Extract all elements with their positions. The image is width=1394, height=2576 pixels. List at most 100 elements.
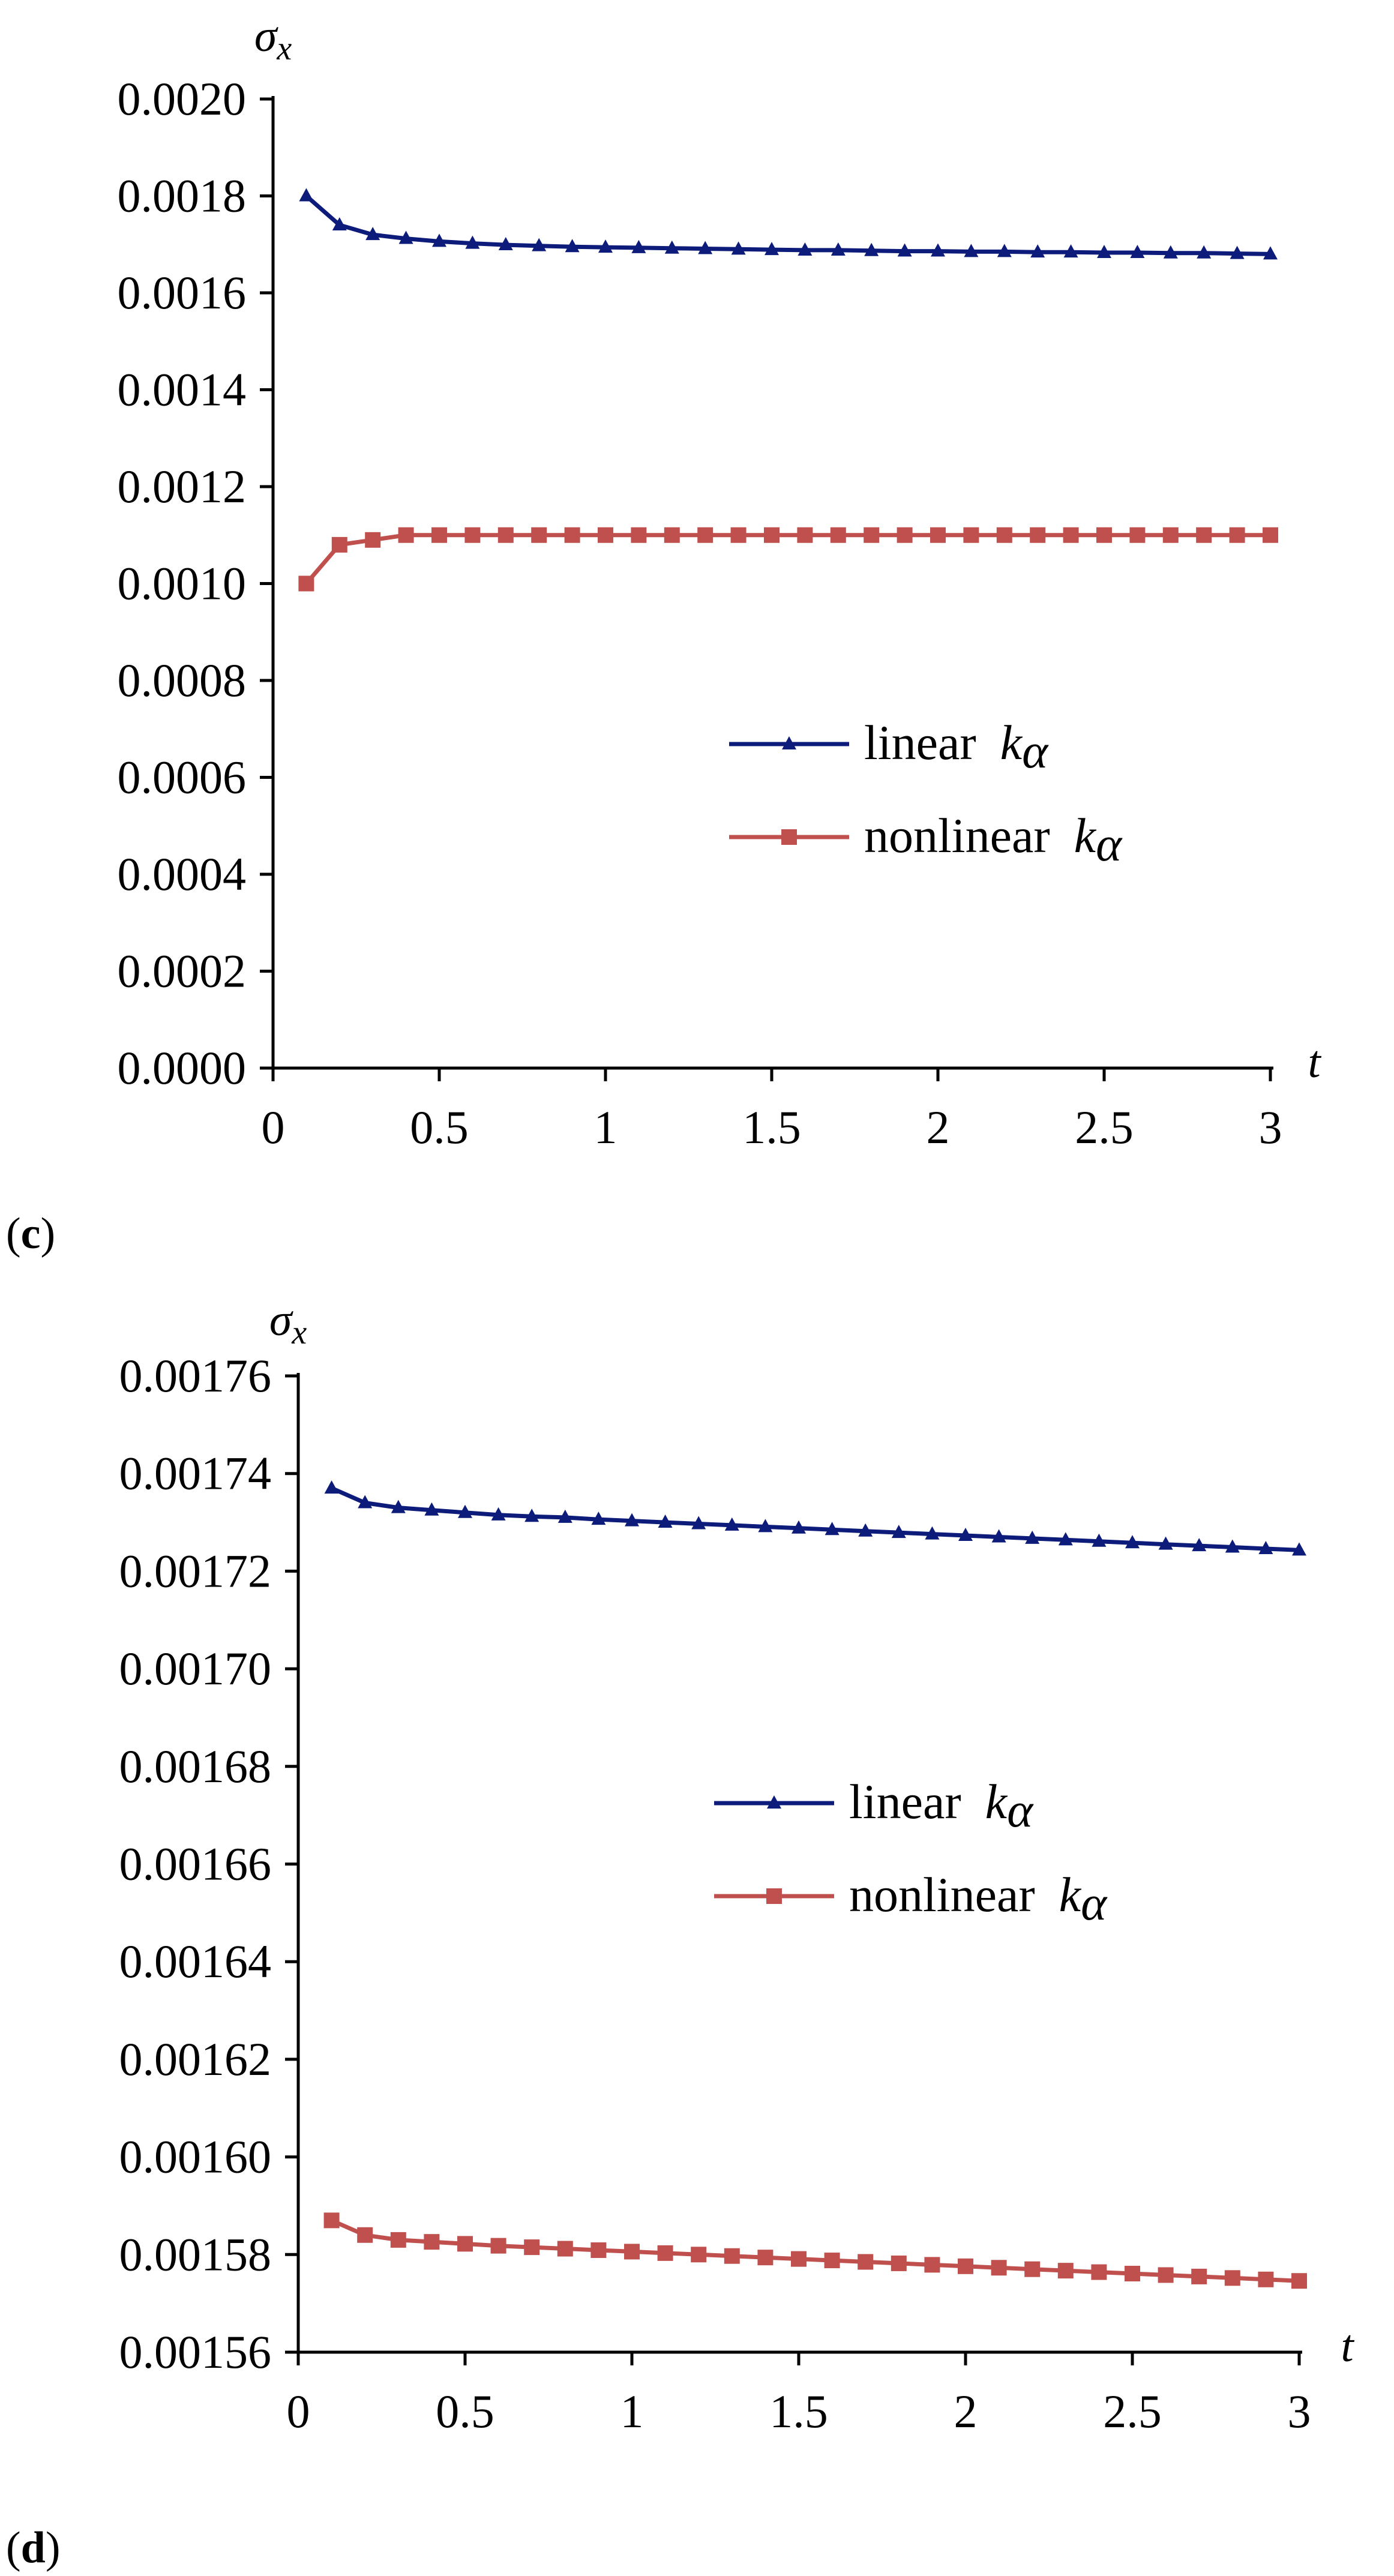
x-tick-label: 0.5 [436,2385,494,2437]
data-point-linear [591,1512,606,1525]
data-point-nonlinear [1158,2267,1174,2283]
data-point-linear [498,237,513,251]
data-point-linear [1225,1539,1240,1553]
y-tick-label: 0.0014 [118,364,247,416]
data-point-linear [424,1502,439,1516]
data-point-nonlinear [697,527,714,543]
x-tick-label: 3 [1288,2385,1311,2437]
data-point-nonlinear [996,527,1012,543]
data-point-nonlinear [1096,527,1112,543]
data-point-linear [524,1509,539,1522]
x-tick-label: 2 [927,1101,950,1153]
data-point-nonlinear [830,527,846,543]
data-point-linear [897,243,912,257]
data-point-nonlinear [724,2248,740,2264]
data-point-nonlinear [1030,527,1046,543]
y-axis-label-subscript: x [291,1314,307,1351]
data-point-linear [798,242,813,256]
x-tick-label: 2.5 [1075,1101,1134,1153]
data-point-linear [858,1523,873,1537]
y-axis-label-symbol: σ [254,11,278,61]
y-tick-label: 0.0018 [118,170,247,222]
data-point-linear [1092,1533,1107,1547]
x-tick-label: 1.5 [769,2385,828,2437]
data-point-linear [1025,1530,1040,1544]
data-point-nonlinear [691,2247,707,2263]
data-point-linear [1230,245,1245,259]
data-point-nonlinear [858,2254,874,2270]
data-point-nonlinear [464,527,481,543]
x-tick-label: 1 [594,1101,617,1153]
y-axis-label-symbol: σ [269,1295,293,1345]
data-point-nonlinear [930,527,946,543]
data-point-linear [324,1480,339,1494]
data-point-nonlinear [764,527,780,543]
data-point-linear [332,217,347,230]
data-point-nonlinear [1258,2271,1274,2287]
data-point-nonlinear [624,2244,640,2260]
series-line-linear [305,194,1271,256]
y-tick-label: 0.0006 [118,751,247,803]
data-point-nonlinear [1162,527,1179,543]
legend-label-subscript: α [1081,1876,1108,1930]
legend-label-subscript: α [1096,817,1123,871]
data-point-nonlinear [298,575,314,592]
data-point-linear [1158,1536,1173,1550]
data-point-linear [631,239,646,253]
data-point-nonlinear [365,532,381,548]
data-point-linear [997,244,1012,257]
y-tick-label: 0.00160 [119,2131,272,2183]
data-point-linear [964,244,979,257]
y-tick-label: 0.00166 [119,1838,272,1890]
data-point-nonlinear [1063,527,1079,543]
x-tick-label: 0.5 [410,1101,469,1153]
data-point-nonlinear [791,2251,807,2267]
legend-label: nonlinear kα [849,1867,1108,1930]
x-tick-label: 2.5 [1103,2385,1162,2437]
data-point-nonlinear [864,527,880,543]
legend-label: nonlinear kα [864,808,1123,871]
legend-label-symbol: k [1000,715,1023,770]
x-tick-label: 2 [954,2385,978,2437]
data-point-nonlinear [390,2232,406,2248]
data-point-linear [1263,246,1278,260]
data-point-linear [458,1504,472,1518]
data-point-linear [958,1528,973,1542]
legend-marker-triangle [782,736,796,749]
data-point-linear [299,188,314,202]
y-axis-label: σx [254,11,292,67]
legend-label-subscript: α [1022,724,1049,778]
legend-marker-triangle [767,1795,781,1809]
data-point-nonlinear [1229,527,1245,543]
data-point-nonlinear [1263,527,1278,543]
data-point-nonlinear [323,2212,340,2229]
x-tick-label: 1.5 [742,1101,801,1153]
data-point-linear [792,1520,806,1534]
data-point-nonlinear [398,527,414,543]
data-point-linear [1097,244,1111,258]
x-tick-label: 3 [1259,1101,1282,1153]
x-axis-label: t [1341,2321,1354,2371]
data-point-linear [1125,1535,1140,1549]
x-tick-label: 0 [287,2385,310,2437]
y-axis-label-subscript: x [276,30,292,67]
data-point-nonlinear [924,2257,940,2273]
y-tick-label: 0.0012 [118,460,247,512]
y-tick-label: 0.0000 [118,1042,247,1094]
panel-label-c: (c) [6,1209,55,1258]
data-point-nonlinear [564,527,580,543]
legend-marker-square [766,1888,782,1904]
data-point-nonlinear [1224,2270,1240,2286]
legend-label-subscript: α [1007,1783,1034,1837]
series-line-nonlinear [304,533,1270,585]
y-tick-label: 0.00164 [119,1935,272,1987]
legend-label-text: linear [849,1774,961,1829]
panel-label-d-letter: d [21,2523,46,2572]
x-axis-label: t [1308,1037,1321,1087]
data-point-nonlinear [991,2260,1007,2276]
data-point-nonlinear [557,2241,573,2257]
data-point-nonlinear [490,2238,506,2254]
y-tick-label: 0.00162 [119,2033,272,2085]
data-point-nonlinear [958,2258,973,2274]
panel-label-d: (d) [6,2523,60,2572]
